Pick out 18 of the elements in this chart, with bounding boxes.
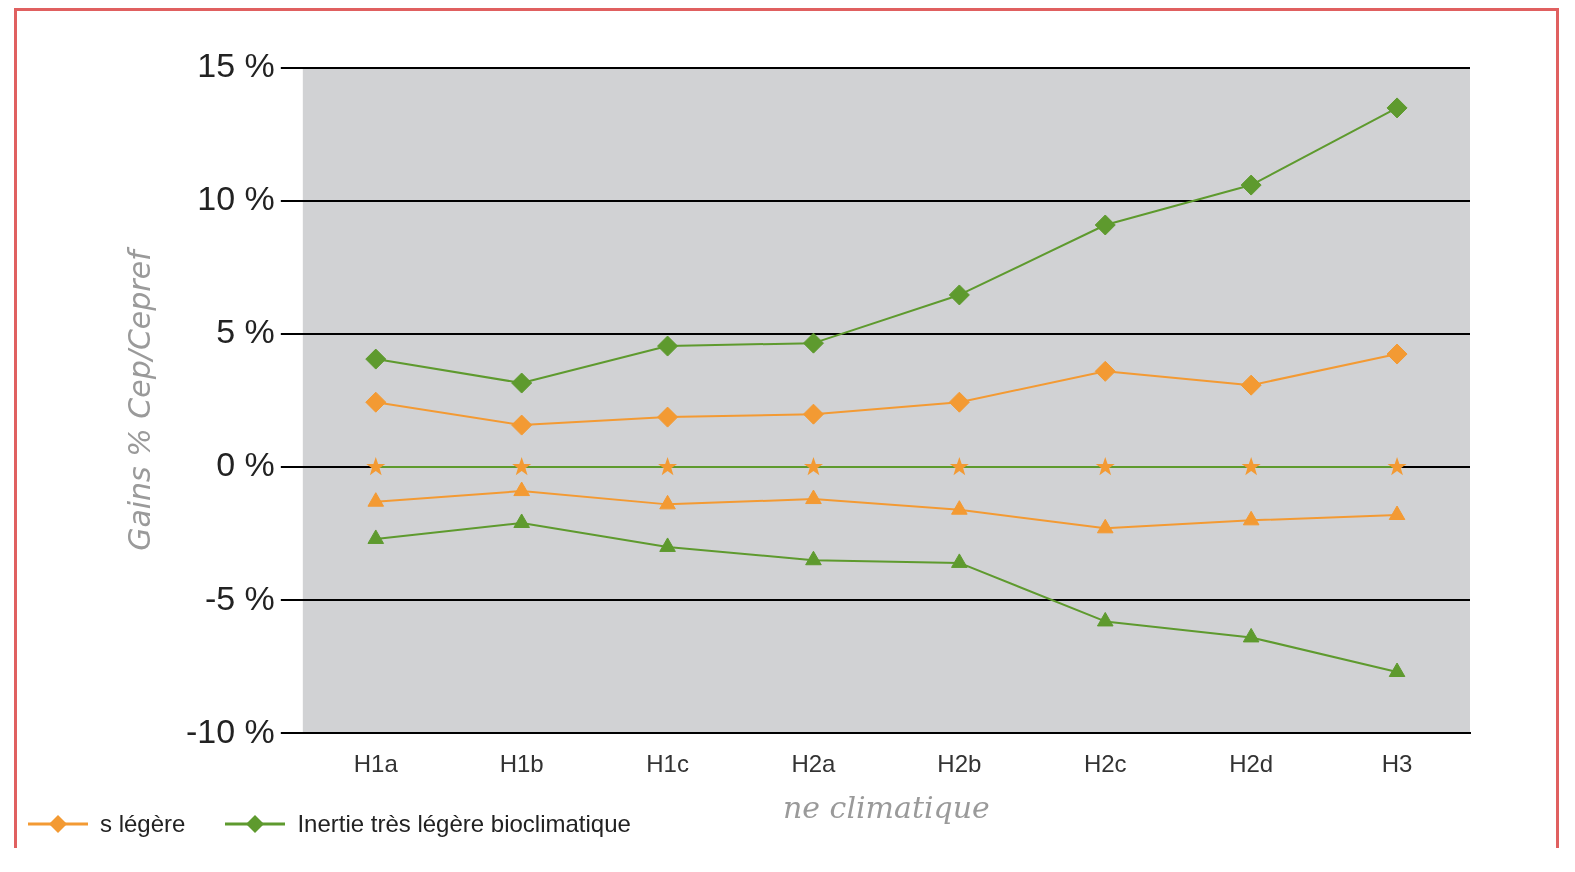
y-tick-label: 5 %: [216, 312, 275, 351]
x-tick-label: H1a: [353, 750, 399, 778]
x-tick-label: H1b: [499, 750, 544, 778]
y-tick-label: 10 %: [197, 179, 275, 218]
y-tick-label: 0 %: [216, 445, 275, 484]
y-tick-label: -10 %: [185, 711, 275, 750]
x-tick-label: H2d: [1229, 750, 1274, 778]
x-axis-title: ne climatique: [782, 789, 990, 825]
y-tick-label: -5 %: [204, 578, 275, 617]
y-axis-title: Gains % Cep/Cepref: [121, 245, 157, 551]
x-tick-label: H2c: [1083, 750, 1127, 778]
x-tick-label: H3: [1381, 750, 1413, 778]
legend-label: s légère: [100, 810, 186, 838]
y-tick-label: 15 %: [197, 46, 275, 85]
x-tick-label: H2a: [791, 750, 837, 778]
legend-label: Inertie très légère bioclimatique: [297, 810, 631, 838]
x-tick-label: H2b: [937, 750, 982, 778]
x-tick-label: H1c: [646, 750, 689, 778]
